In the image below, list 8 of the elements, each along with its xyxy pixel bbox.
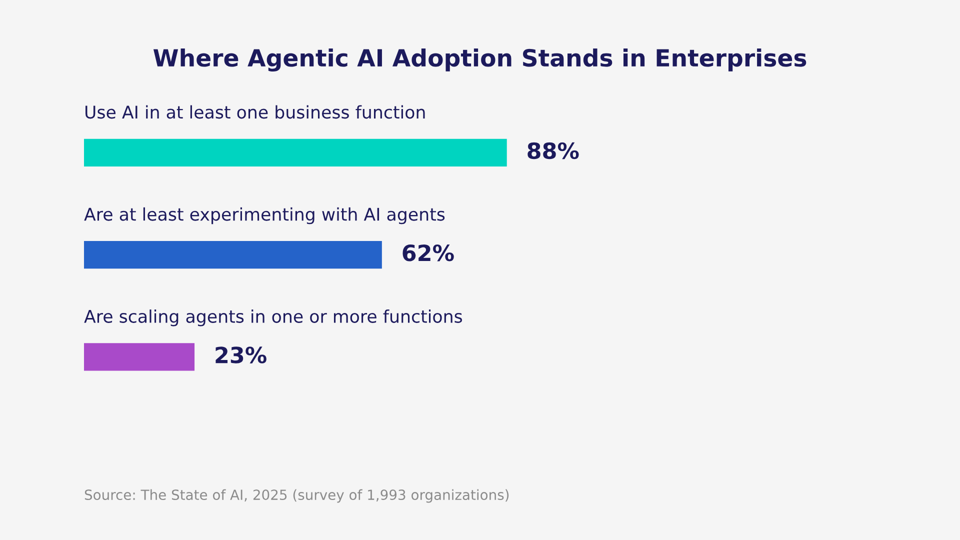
- data-label: 23%: [216, 346, 266, 364]
- y-tick-label: Are at least experimenting with AI agents: [84, 207, 445, 224]
- data-label: 88%: [528, 142, 579, 160]
- y-tick-label: Use AI in at least one business function: [86, 105, 425, 119]
- source-note: Source: The State of AI, 2025 (survey of 1,993 organizations): [84, 489, 509, 503]
- y-tick-label: Are scaling agents in one or more functions: [84, 310, 462, 326]
- data-label: 62%: [402, 244, 454, 262]
- chart-title: Where Agentic AI Adoption Stands in Enterprises: [153, 48, 806, 72]
